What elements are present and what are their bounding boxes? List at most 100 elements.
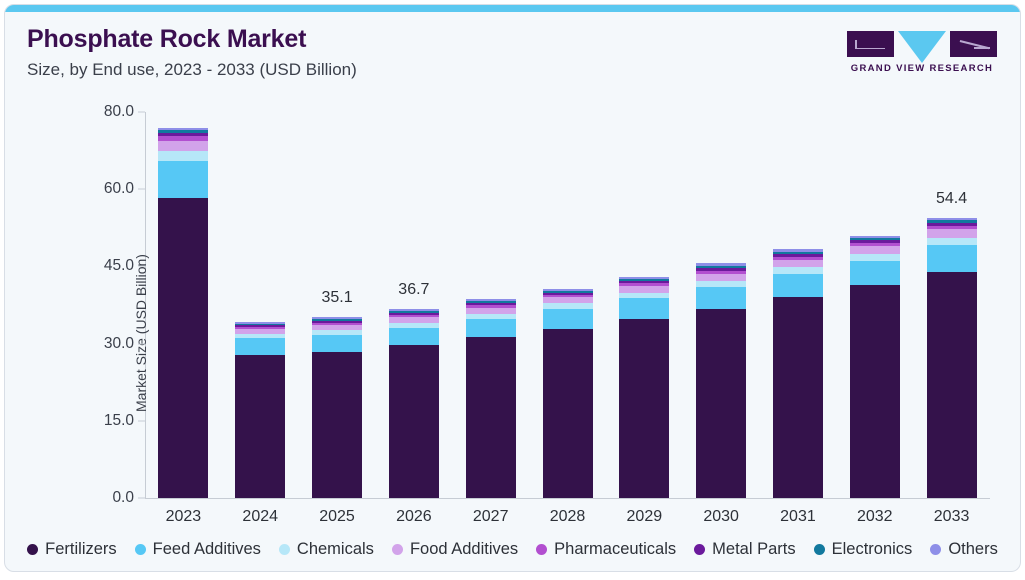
legend-item-chemicals[interactable]: Chemicals	[278, 540, 374, 559]
bar-segment-pharmaceuticals[interactable]	[465, 305, 516, 308]
bar-segment-feed-additives[interactable]	[312, 334, 363, 352]
bar-segment-food-additives[interactable]	[235, 328, 286, 334]
legend-item-metal-parts[interactable]: Metal Parts	[694, 540, 796, 559]
bar-segment-chemicals[interactable]	[388, 322, 439, 328]
bar-segment-food-additives[interactable]	[772, 259, 823, 268]
bar-segment-food-additives[interactable]	[542, 297, 593, 304]
bar-segment-food-additives[interactable]	[312, 324, 363, 331]
stacked-bar[interactable]	[465, 298, 516, 498]
bar-segment-fertilizers[interactable]	[849, 285, 900, 498]
bar-segment-food-additives[interactable]	[158, 140, 209, 152]
bar-segment-others[interactable]	[619, 276, 670, 280]
bar-group[interactable]: 2024	[235, 112, 286, 525]
bar-segment-metal-parts[interactable]	[388, 312, 439, 315]
bar-segment-food-additives[interactable]	[926, 229, 977, 239]
legend-item-food-additives[interactable]: Food Additives	[391, 540, 518, 559]
bar-segment-electronics[interactable]	[849, 238, 900, 241]
bar-segment-chemicals[interactable]	[772, 267, 823, 275]
bar-segment-others[interactable]	[388, 309, 439, 312]
bar-segment-electronics[interactable]	[312, 319, 363, 322]
bar-group[interactable]: 2023	[158, 112, 209, 525]
bar-segment-electronics[interactable]	[542, 291, 593, 293]
bar-segment-electronics[interactable]	[926, 220, 977, 223]
legend-item-others[interactable]: Others	[930, 540, 998, 559]
stacked-bar[interactable]	[696, 263, 747, 498]
bar-segment-feed-additives[interactable]	[158, 160, 209, 199]
bar-segment-chemicals[interactable]	[619, 292, 670, 299]
bar-segment-electronics[interactable]	[388, 311, 439, 313]
bar-segment-fertilizers[interactable]	[696, 308, 747, 498]
bar-segment-others[interactable]	[696, 263, 747, 266]
stacked-bar[interactable]	[542, 288, 593, 498]
bar-group[interactable]: 35.1 2025	[312, 112, 363, 525]
bar-segment-metal-parts[interactable]	[465, 303, 516, 306]
legend-item-electronics[interactable]: Electronics	[813, 540, 912, 559]
bar-segment-metal-parts[interactable]	[235, 325, 286, 327]
bar-segment-others[interactable]	[312, 317, 363, 320]
bar-segment-pharmaceuticals[interactable]	[696, 270, 747, 274]
bar-segment-chemicals[interactable]	[312, 330, 363, 335]
bar-segment-metal-parts[interactable]	[158, 132, 209, 137]
bar-segment-fertilizers[interactable]	[926, 271, 977, 498]
bar-segment-chemicals[interactable]	[926, 238, 977, 246]
bar-segment-fertilizers[interactable]	[312, 351, 363, 498]
bar-segment-pharmaceuticals[interactable]	[158, 136, 209, 141]
bar-segment-metal-parts[interactable]	[542, 292, 593, 295]
bar-segment-feed-additives[interactable]	[772, 274, 823, 298]
bar-segment-food-additives[interactable]	[849, 245, 900, 255]
bar-segment-others[interactable]	[465, 298, 516, 302]
bar-segment-electronics[interactable]	[235, 323, 286, 326]
bar-group[interactable]: 36.7 2026	[388, 112, 439, 525]
bar-segment-pharmaceuticals[interactable]	[849, 242, 900, 246]
bar-segment-electronics[interactable]	[772, 252, 823, 255]
bar-segment-pharmaceuticals[interactable]	[312, 322, 363, 325]
bar-segment-feed-additives[interactable]	[849, 260, 900, 286]
bar-segment-others[interactable]	[158, 127, 209, 131]
bar-segment-chemicals[interactable]	[158, 151, 209, 161]
bar-segment-chemicals[interactable]	[465, 313, 516, 319]
bar-segment-chemicals[interactable]	[235, 333, 286, 339]
stacked-bar[interactable]	[926, 218, 977, 498]
bar-segment-feed-additives[interactable]	[235, 338, 286, 355]
bar-segment-metal-parts[interactable]	[696, 267, 747, 271]
bar-segment-electronics[interactable]	[696, 265, 747, 268]
bar-segment-chemicals[interactable]	[696, 280, 747, 287]
legend-item-fertilizers[interactable]: Fertilizers	[27, 540, 117, 559]
bar-segment-feed-additives[interactable]	[388, 327, 439, 346]
legend-item-pharmaceuticals[interactable]: Pharmaceuticals	[536, 540, 676, 559]
stacked-bar[interactable]	[235, 322, 286, 498]
bar-segment-fertilizers[interactable]	[158, 198, 209, 498]
bar-segment-pharmaceuticals[interactable]	[542, 294, 593, 298]
bar-segment-chemicals[interactable]	[542, 303, 593, 310]
bar-segment-food-additives[interactable]	[619, 285, 670, 293]
bar-segment-fertilizers[interactable]	[235, 354, 286, 498]
bar-segment-feed-additives[interactable]	[465, 318, 516, 338]
bar-segment-feed-additives[interactable]	[696, 287, 747, 309]
stacked-bar[interactable]	[849, 235, 900, 498]
bar-segment-metal-parts[interactable]	[926, 222, 977, 226]
bar-segment-food-additives[interactable]	[696, 273, 747, 281]
bar-group[interactable]: 2032	[849, 112, 900, 525]
bar-segment-pharmaceuticals[interactable]	[619, 283, 670, 286]
stacked-bar[interactable]	[619, 276, 670, 498]
stacked-bar[interactable]	[312, 317, 363, 498]
bar-segment-fertilizers[interactable]	[542, 328, 593, 498]
bar-segment-electronics[interactable]	[158, 130, 209, 133]
bar-segment-food-additives[interactable]	[388, 316, 439, 323]
bar-group[interactable]: 2031	[772, 112, 823, 525]
bar-segment-chemicals[interactable]	[849, 254, 900, 261]
legend-item-feed-additives[interactable]: Feed Additives	[134, 540, 261, 559]
stacked-bar[interactable]	[158, 127, 209, 498]
bar-segment-metal-parts[interactable]	[849, 240, 900, 243]
bar-segment-electronics[interactable]	[619, 279, 670, 282]
bar-group[interactable]: 2029	[619, 112, 670, 525]
bar-group[interactable]: 2030	[696, 112, 747, 525]
bar-group[interactable]: 54.4 2033	[926, 112, 977, 525]
stacked-bar[interactable]	[772, 249, 823, 498]
bar-segment-feed-additives[interactable]	[619, 298, 670, 319]
bar-segment-pharmaceuticals[interactable]	[235, 326, 286, 329]
bar-segment-others[interactable]	[926, 218, 977, 221]
bar-segment-pharmaceuticals[interactable]	[772, 256, 823, 260]
bar-group[interactable]: 2027	[465, 112, 516, 525]
bar-segment-food-additives[interactable]	[465, 307, 516, 314]
